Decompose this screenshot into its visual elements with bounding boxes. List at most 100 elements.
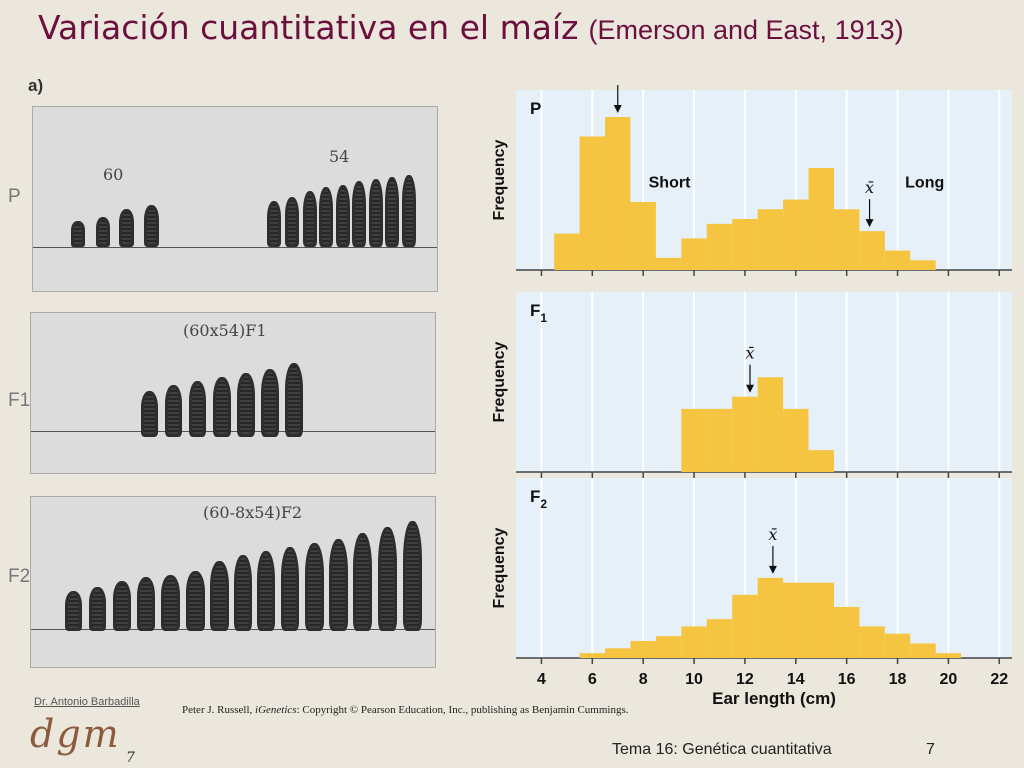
histogram-bar — [884, 250, 911, 270]
f2-ears-photo: (60-8x54)F2 — [30, 496, 436, 668]
x-tick-label: 10 — [685, 671, 703, 688]
corn-ear — [329, 539, 348, 631]
histogram-bar — [706, 408, 733, 472]
y-axis-label: Frequency — [491, 527, 508, 608]
logo-number: 7 — [126, 750, 135, 766]
corn-ear — [369, 179, 383, 247]
histogram-bar — [859, 626, 885, 658]
histogram-bar — [706, 619, 733, 658]
histogram-bar — [833, 209, 860, 270]
histogram-bar — [732, 594, 758, 658]
mean-symbol: x̄ — [613, 80, 622, 83]
y-axis-label: Frequency — [491, 139, 508, 220]
histogram-bar — [732, 219, 758, 270]
histogram-bar — [808, 582, 834, 658]
corn-ear — [234, 555, 252, 631]
histogram-bar — [833, 607, 860, 658]
histogram-bar — [783, 582, 809, 658]
x-tick-label: 20 — [940, 671, 958, 688]
corn-ear — [189, 381, 206, 437]
corn-ear — [144, 205, 159, 247]
mean-arrow-head — [865, 219, 874, 228]
x-axis-title: Ear length (cm) — [712, 689, 836, 708]
x-tick-label: 8 — [639, 671, 648, 688]
histogram-bar — [554, 233, 580, 270]
title-citation: (Emerson and East, 1913) — [588, 15, 904, 45]
x-tick-label: 18 — [889, 671, 907, 688]
corn-ear — [352, 181, 366, 247]
x-tick-label: 14 — [787, 671, 805, 688]
corn-ear — [261, 369, 279, 437]
histogram-bar — [579, 136, 606, 270]
histogram-bar — [757, 377, 784, 472]
corn-ear — [378, 527, 397, 631]
histogram-bar — [655, 636, 682, 658]
ruler-line — [31, 629, 435, 630]
series-label-short: Short — [649, 175, 691, 192]
row-label-f1: F1 — [8, 390, 31, 411]
corn-ear — [210, 561, 229, 631]
corn-ear — [305, 543, 324, 631]
f1-ears-photo: (60x54)F1 — [30, 312, 436, 474]
x-tick-label: 16 — [838, 671, 856, 688]
ruler-line — [33, 247, 437, 248]
histogram-bar — [681, 408, 707, 472]
corn-ear — [237, 373, 255, 437]
corn-ear — [96, 217, 110, 247]
histogram-bar — [605, 117, 631, 270]
corn-ear — [89, 587, 106, 631]
histogram-bar — [579, 653, 606, 658]
author-link[interactable]: Dr. Antonio Barbadilla — [34, 696, 140, 708]
row-label-p: P — [8, 186, 21, 207]
corn-ear — [165, 385, 182, 437]
histogram-bar — [757, 577, 784, 658]
mean-symbol: x̄ — [865, 178, 874, 197]
x-tick-label: 12 — [736, 671, 754, 688]
x-tick-label: 6 — [588, 671, 597, 688]
f2-caption: (60-8x54)F2 — [203, 503, 303, 522]
histogram-bar — [706, 223, 733, 270]
panel-letter: a) — [28, 76, 44, 95]
ear-length-histograms: PFrequencyx̄x̄ShortLongF1Frequencyx̄F2Fr… — [491, 80, 1012, 708]
histogram-bar — [783, 408, 809, 472]
dgm-logo: dgm — [30, 712, 121, 756]
topic-footer: Tema 16: Genética cuantitativa — [612, 741, 832, 758]
parent-short-caption: 60 — [103, 165, 124, 184]
copyright-credit: Peter J. Russell, iGenetics: Copyright ©… — [182, 704, 629, 716]
credit-book-title: iGenetics — [255, 704, 297, 716]
mean-arrow-head — [613, 105, 622, 113]
credit-prefix: Peter J. Russell, — [182, 704, 256, 716]
corn-ear — [137, 577, 155, 631]
credit-suffix: : Copyright © Pearson Education, Inc., p… — [296, 704, 629, 716]
corn-ear — [402, 175, 416, 247]
corn-ear — [65, 591, 82, 631]
histogram-bar — [655, 257, 682, 270]
corn-ear — [281, 547, 299, 631]
corn-ear — [213, 377, 231, 437]
mean-symbol: x̄ — [745, 344, 754, 363]
histogram-bar — [605, 648, 631, 658]
corn-ear — [285, 197, 299, 247]
histogram-bar — [732, 396, 758, 472]
corn-ear — [267, 201, 281, 247]
corn-ear — [113, 581, 131, 631]
histogram-bar — [808, 168, 834, 270]
corn-ear — [403, 521, 422, 631]
corn-ear — [71, 221, 85, 247]
y-axis-label: Frequency — [491, 341, 508, 422]
corn-ear — [319, 187, 333, 247]
histogram-bar — [757, 209, 784, 270]
f1-caption: (60x54)F1 — [183, 321, 267, 340]
histogram-bar — [783, 199, 809, 270]
corn-ear — [285, 363, 303, 437]
parent-long-caption: 54 — [329, 147, 350, 166]
series-label-long: Long — [905, 175, 944, 192]
histogram-bar — [630, 202, 656, 270]
corn-ear — [353, 533, 372, 631]
histogram-bar — [681, 626, 707, 658]
slide-title: Variación cuantitativa en el maíz (Emerso… — [38, 8, 904, 47]
corn-ear — [141, 391, 158, 437]
histogram-bar — [935, 653, 962, 658]
corn-ear — [257, 551, 275, 631]
corn-ear — [336, 185, 350, 247]
